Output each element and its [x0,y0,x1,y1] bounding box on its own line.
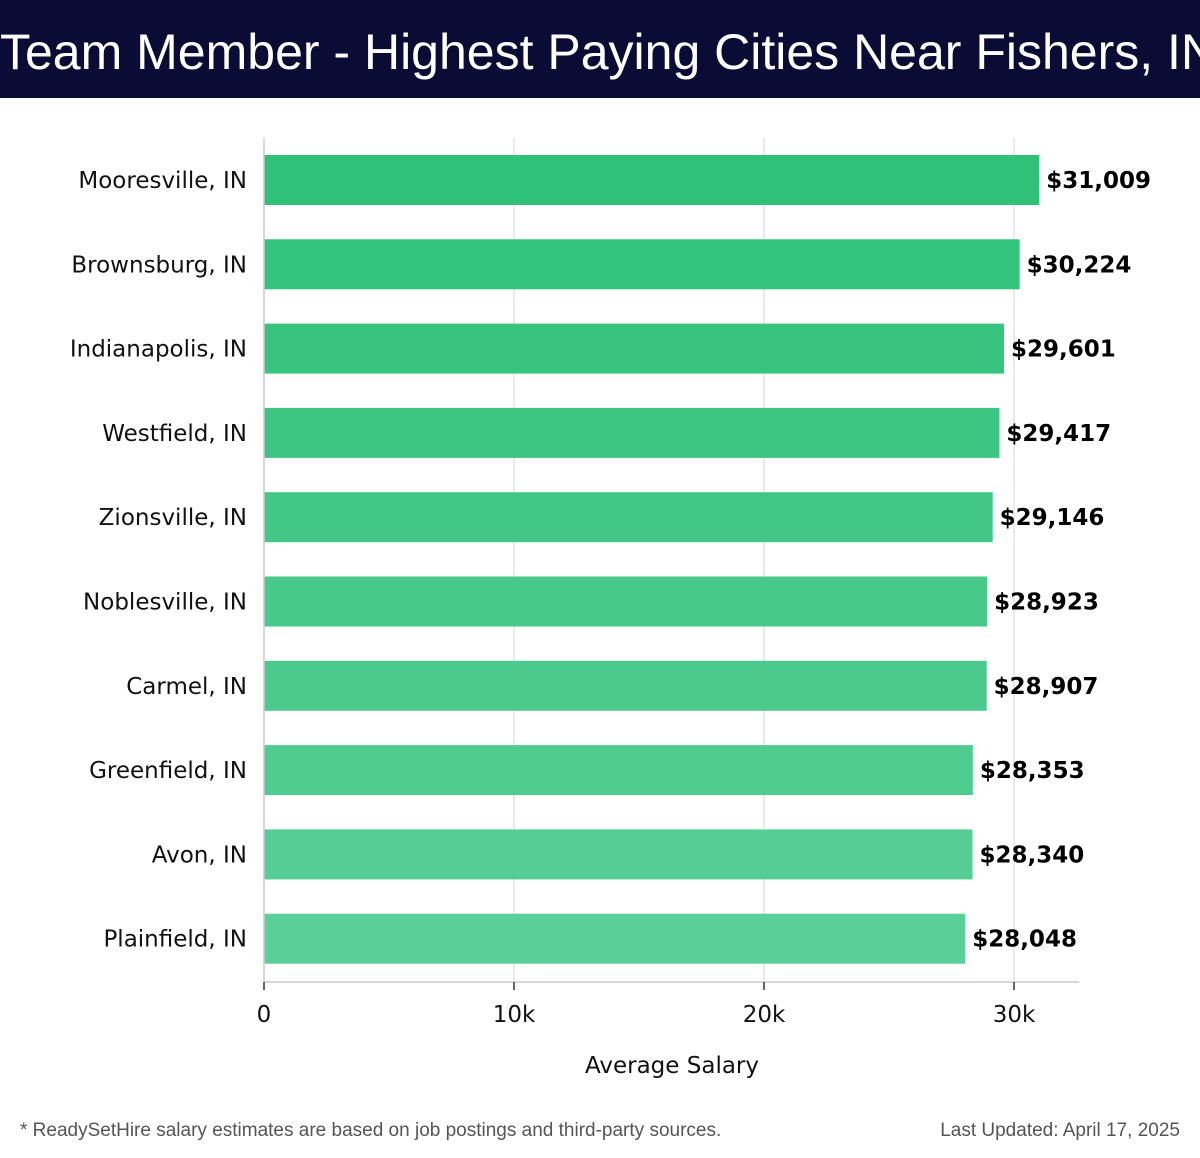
x-tick-label-1: 10k [493,1002,536,1028]
bar-8 [264,829,973,880]
value-label-3: $29,417 [1006,421,1111,447]
value-label-2: $29,601 [1011,337,1116,363]
bar-6 [264,660,987,711]
bar-5 [264,576,988,627]
category-label-3: Westfield, IN [102,421,247,447]
category-label-6: Carmel, IN [126,674,247,700]
bar-0 [264,155,1040,205]
category-label-2: Indianapolis, IN [70,337,247,363]
category-label-9: Plainfield, IN [103,927,247,953]
category-label-7: Greenfield, IN [89,758,247,784]
header-banner: Team Member - Highest Paying Cities Near… [0,0,1200,98]
category-label-8: Avon, IN [152,842,247,868]
chart-title: Team Member - Highest Paying Cities Near… [0,24,1200,80]
x-tick-label-2: 20k [743,1002,786,1028]
last-updated: Last Updated: April 17, 2025 [940,1120,1180,1141]
value-label-4: $29,146 [1000,505,1105,531]
x-axis-title: Average Salary [585,1053,759,1079]
value-label-8: $28,340 [980,842,1085,868]
x-tick-label-0: 0 [257,1002,272,1028]
salary-bar-chart: Mooresville, IN $31,009 Brownsburg, IN $30,… [70,138,1151,1079]
value-label-6: $28,907 [994,674,1099,700]
bar-7 [264,745,973,796]
value-label-7: $28,353 [980,758,1085,784]
category-label-5: Noblesville, IN [83,590,247,616]
bar-1 [264,239,1020,290]
category-label-0: Mooresville, IN [78,168,247,194]
value-label-5: $28,923 [994,590,1099,616]
bar-2 [264,323,1005,374]
x-tick-label-3: 30k [993,1002,1036,1028]
footnote: * ReadySetHire salary estimates are base… [20,1120,722,1141]
bar-4 [264,492,993,543]
value-label-9: $28,048 [972,927,1077,953]
bar-3 [264,407,1000,458]
value-label-0: $31,009 [1046,168,1151,194]
category-label-4: Zionsville, IN [99,505,247,531]
bar-9 [264,913,966,964]
category-label-1: Brownsburg, IN [71,252,247,278]
value-label-1: $30,224 [1027,252,1132,278]
